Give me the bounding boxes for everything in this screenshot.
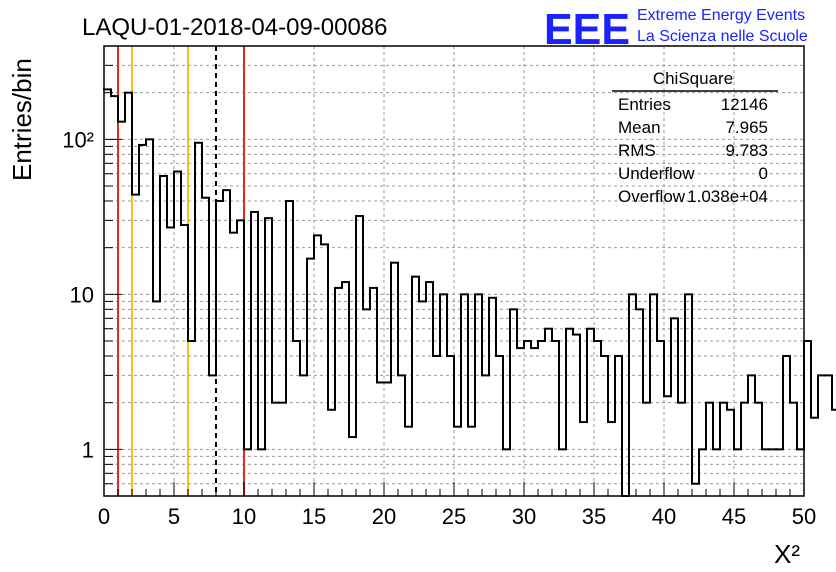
stats-label: Mean (618, 118, 661, 137)
x-tick-label: 15 (302, 504, 326, 529)
stats-value: 9.783 (725, 141, 768, 160)
y-axis-label: Entries/bin (7, 58, 37, 181)
x-axis-label: X² (774, 539, 800, 569)
x-tick-label: 10 (232, 504, 256, 529)
histogram-layer (103, 88, 836, 497)
x-tick-label: 35 (582, 504, 606, 529)
stats-value: 0 (759, 164, 768, 183)
x-tick-label: 25 (442, 504, 466, 529)
axis-layer: 0 5 10 15 20 25 30 35 40 45 50 1 10 10² (62, 45, 816, 529)
stats-label: RMS (618, 141, 656, 160)
eee-logo: EEE Extreme Energy Events La Scienza nel… (544, 5, 808, 54)
y-tick-label: 10 (70, 282, 94, 307)
stats-value: 12146 (721, 95, 768, 114)
stats-label: Overflow (618, 187, 686, 206)
y-tick-label: 10² (62, 127, 94, 152)
stats-value: 1.038e+04 (687, 187, 768, 206)
logo-line2: La Scienza nelle Scuole (637, 28, 808, 45)
stats-label: Entries (618, 95, 671, 114)
x-tick-label: 50 (792, 504, 816, 529)
x-tick-label: 20 (372, 504, 396, 529)
logo-line1: Extreme Energy Events (637, 7, 805, 24)
chart-title: LAQU-01-2018-04-09-00086 (82, 14, 388, 41)
stats-value: 7.965 (725, 118, 768, 137)
x-tick-label: 5 (168, 504, 180, 529)
x-tick-label: 30 (512, 504, 536, 529)
stats-title: ChiSquare (653, 69, 733, 88)
x-tick-label: 45 (722, 504, 746, 529)
x-tick-label: 40 (652, 504, 676, 529)
y-tick-label: 1 (82, 437, 94, 462)
stats-box: ChiSquare Entries 12146 Mean 7.965 RMS 9.783 U… (612, 69, 778, 206)
x-tick-label: 0 (98, 504, 110, 529)
stats-label: Underflow (618, 164, 695, 183)
reference-lines (117, 46, 245, 496)
